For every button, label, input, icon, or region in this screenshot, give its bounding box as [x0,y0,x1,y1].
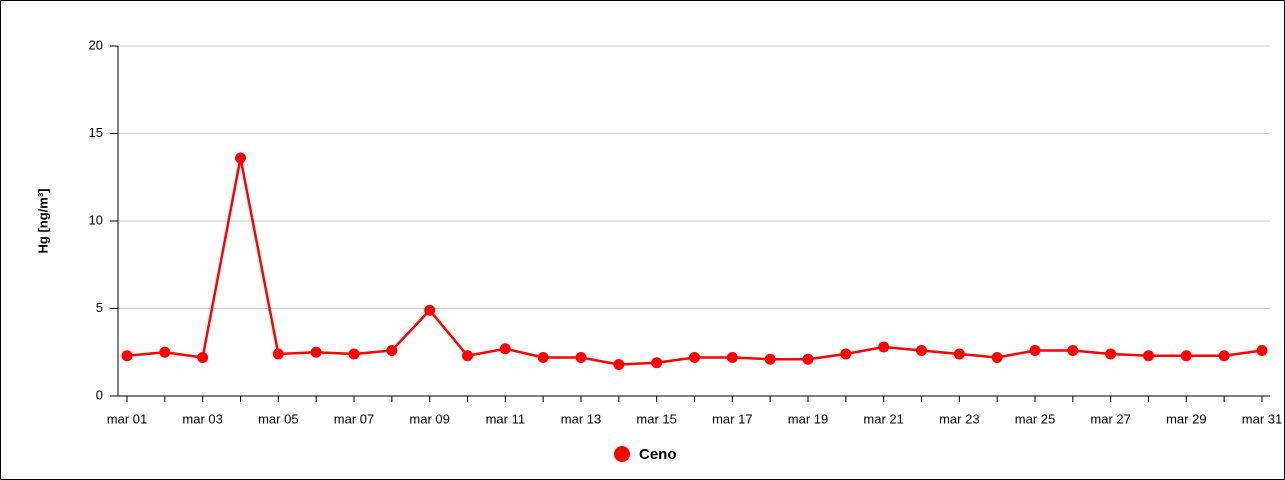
x-tick-label: mar 01 [107,411,147,426]
x-tick-label: mar 23 [939,411,979,426]
data-point [348,348,360,360]
y-tick-label: 10 [89,212,103,227]
legend-marker [614,446,630,462]
data-point [651,357,663,369]
data-point [1143,350,1154,362]
data-point [726,352,738,363]
data-point [953,348,965,360]
data-point [840,348,852,360]
data-point [424,304,436,316]
data-point [197,352,209,363]
data-point [386,345,398,356]
data-point [689,352,700,363]
data-point [462,350,473,362]
data-point [1256,345,1268,356]
data-point [272,348,284,360]
data-point [613,359,625,370]
data-point [1029,345,1041,356]
x-tick-label: mar 19 [788,411,828,426]
data-point [991,352,1003,363]
x-tick-label: mar 27 [1090,411,1130,426]
data-point [575,352,587,363]
data-point [916,345,927,356]
x-tick-label: mar 11 [486,411,526,426]
y-tick-label: 5 [96,300,103,315]
x-tick-label: mar 13 [561,411,601,426]
data-point [1218,350,1230,362]
data-point [1180,350,1192,362]
data-point [537,352,549,363]
x-tick-label: mar 31 [1242,411,1282,426]
data-point [1067,345,1079,356]
x-tick-label: mar 15 [636,411,676,426]
data-point [802,353,814,365]
x-tick-label: mar 21 [863,411,903,426]
x-tick-label: mar 25 [1015,411,1055,426]
data-point [310,346,322,358]
y-tick-label: 15 [89,125,103,140]
data-point [878,341,890,353]
x-tick-label: mar 09 [409,411,449,426]
data-point [235,152,246,164]
data-point [1105,348,1117,360]
y-axis-label: Hg [ng/m³] [35,189,50,254]
x-tick-label: mar 07 [334,411,374,426]
data-point [499,343,511,355]
data-point [159,346,171,358]
legend-label: Ceno [639,446,677,463]
x-tick-label: mar 05 [258,411,298,426]
y-tick-label: 0 [96,387,103,402]
x-tick-label: mar 03 [182,411,222,426]
x-tick-label: mar 17 [712,411,752,426]
x-tick-label: mar 29 [1166,411,1206,426]
data-point [764,353,776,365]
data-point [121,350,133,362]
y-tick-label: 20 [89,37,103,52]
